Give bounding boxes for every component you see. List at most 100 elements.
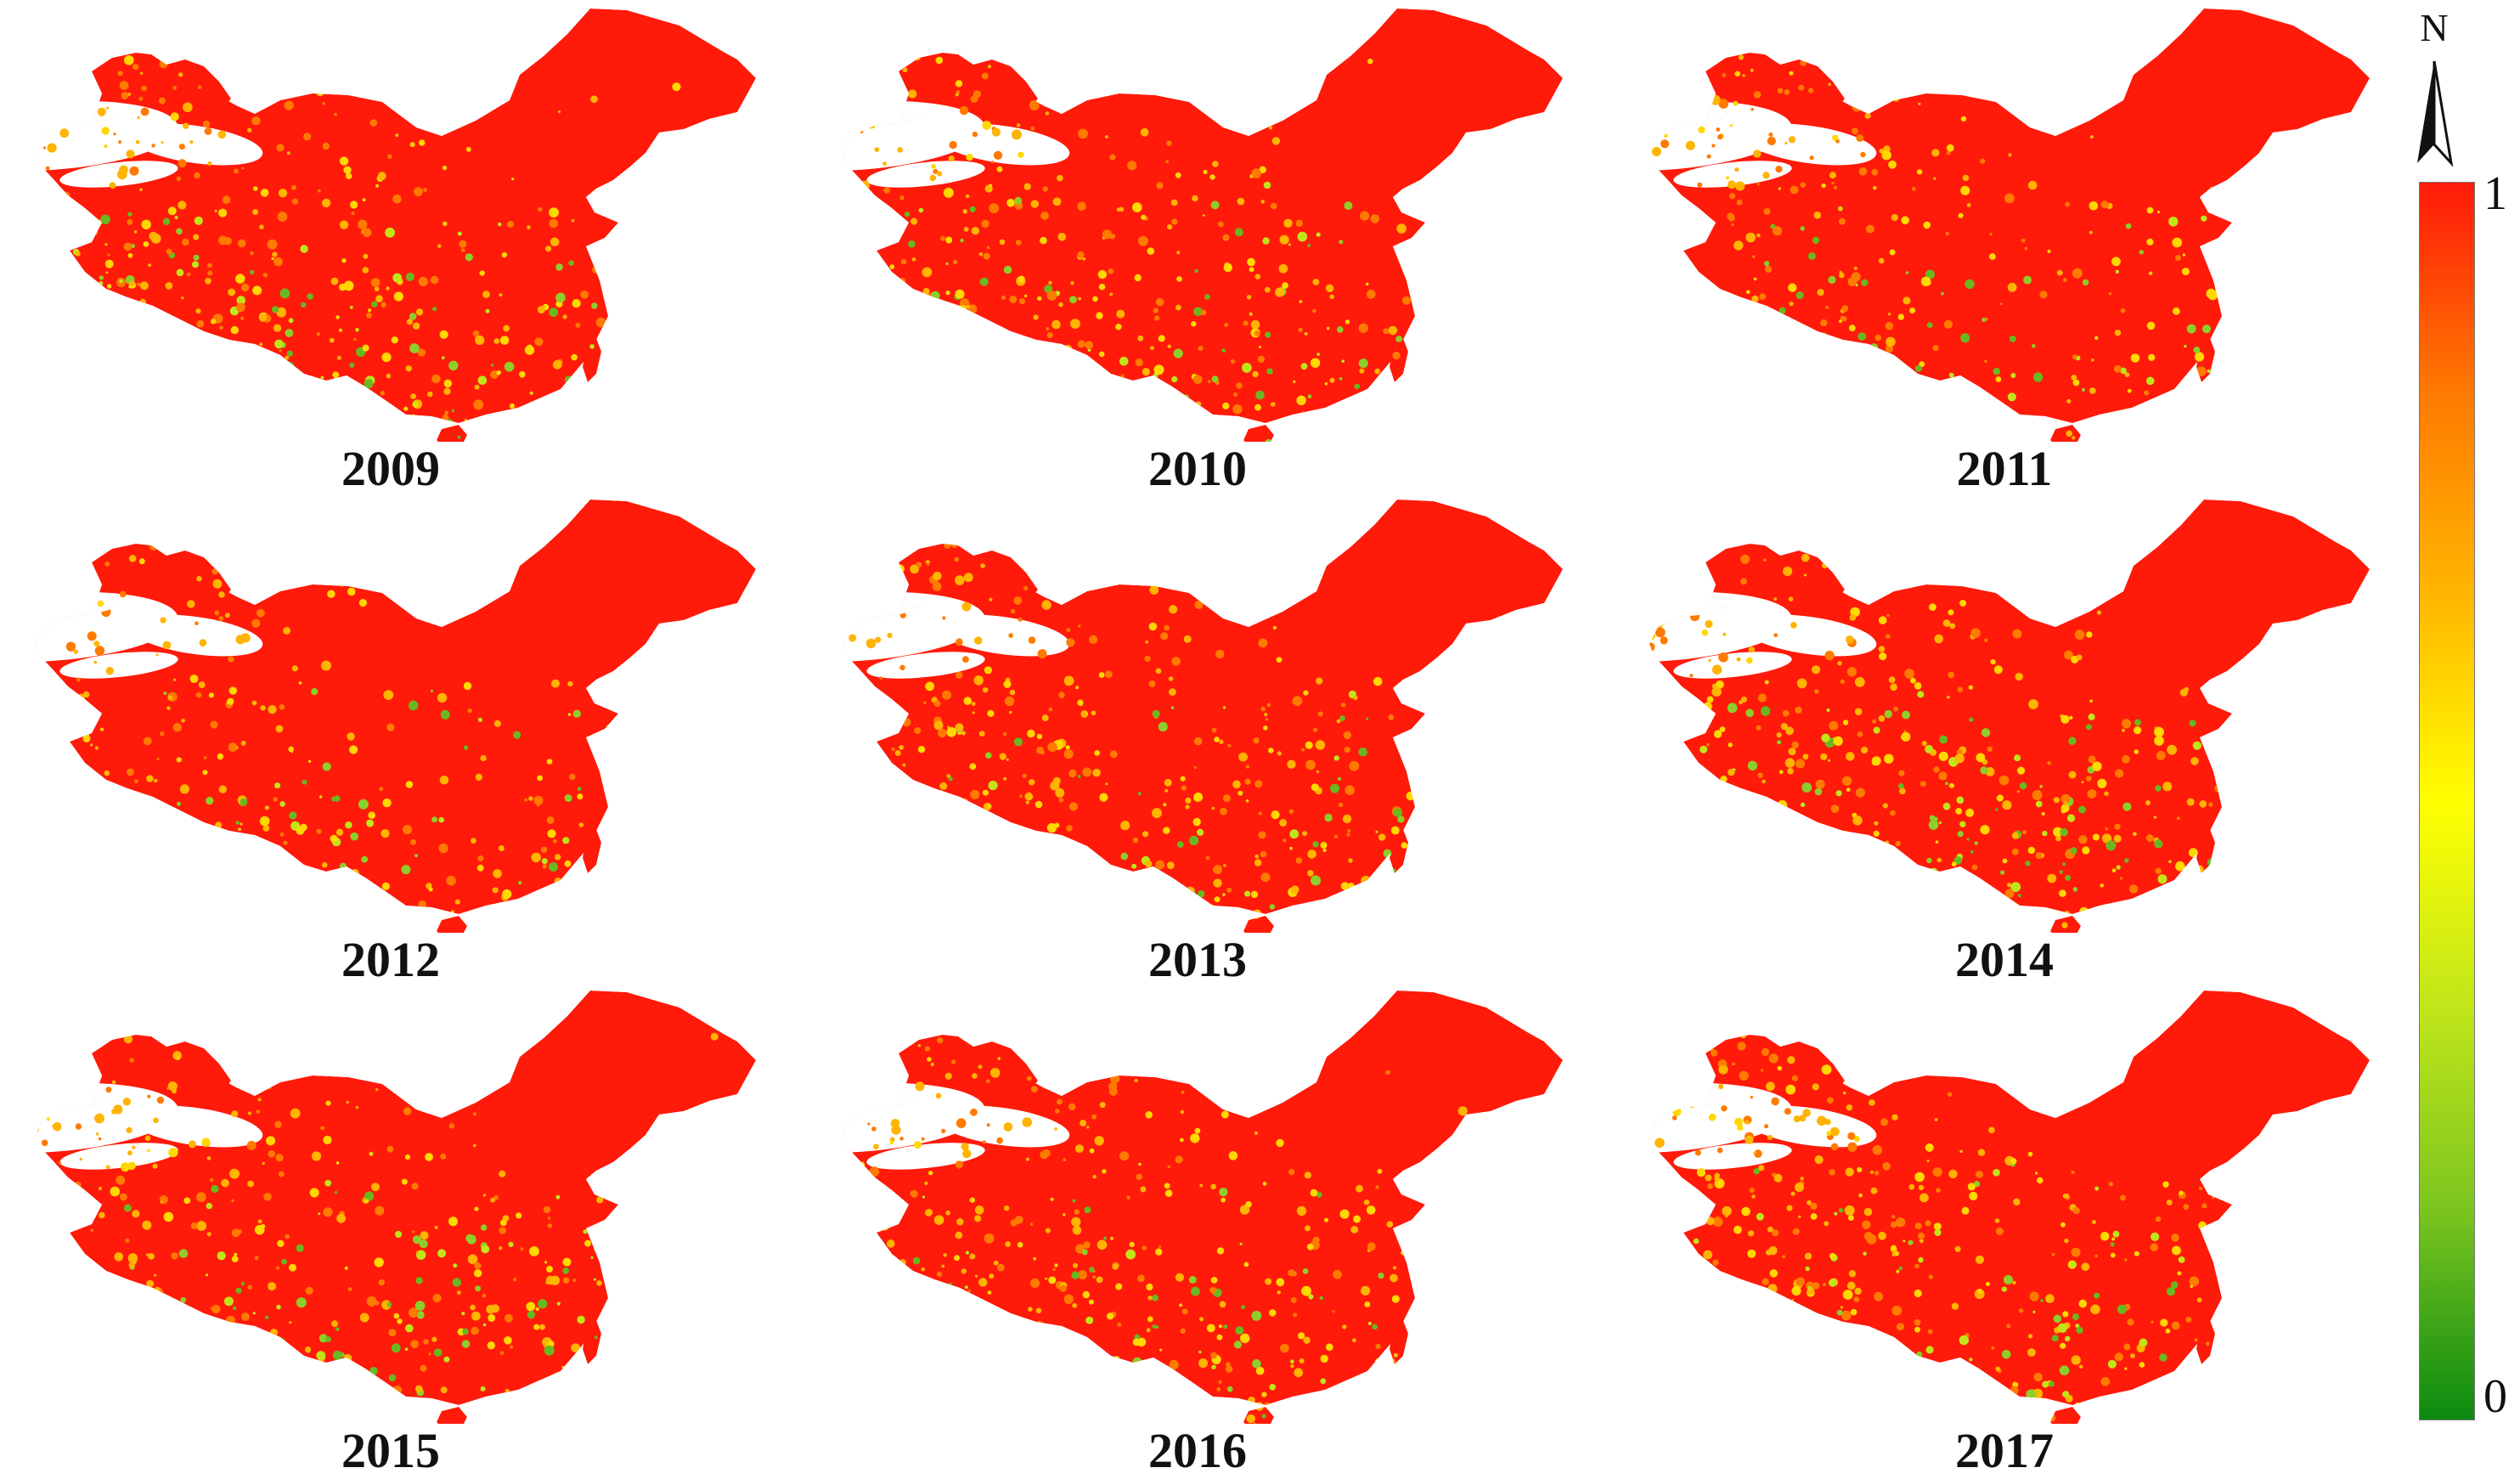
value-pixel — [285, 1233, 290, 1239]
value-pixel — [260, 370, 269, 380]
value-pixel — [57, 299, 67, 309]
value-pixel — [1376, 380, 1382, 386]
value-pixel — [271, 306, 279, 313]
value-pixel — [904, 787, 907, 790]
value-pixel — [933, 168, 939, 174]
value-pixel — [1092, 768, 1101, 777]
value-pixel — [879, 418, 889, 428]
value-pixel — [1561, 299, 1563, 308]
value-pixel — [1260, 850, 1267, 858]
value-pixel — [710, 304, 713, 308]
value-pixel — [119, 279, 123, 284]
hainan-region — [1243, 425, 1274, 442]
value-pixel — [206, 428, 217, 438]
value-pixel — [1761, 1047, 1770, 1057]
value-pixel — [646, 424, 656, 434]
value-pixel — [504, 1336, 512, 1345]
value-pixel — [1873, 726, 1880, 734]
value-pixel — [252, 209, 259, 215]
value-pixel — [2125, 223, 2132, 229]
value-pixel — [174, 216, 178, 219]
value-pixel — [1887, 313, 1891, 316]
value-pixel — [166, 248, 172, 255]
value-pixel — [298, 1412, 302, 1415]
value-pixel — [346, 1100, 349, 1104]
value-pixel — [683, 1341, 693, 1350]
value-pixel — [433, 1348, 443, 1357]
value-pixel — [128, 285, 132, 289]
value-pixel — [1037, 649, 1047, 659]
value-pixel — [955, 289, 965, 299]
value-pixel — [1827, 759, 1831, 762]
value-pixel — [1569, 317, 1575, 323]
value-pixel — [448, 90, 455, 98]
value-pixel — [472, 1112, 477, 1116]
value-pixel — [1754, 876, 1757, 880]
value-pixel — [2101, 423, 2110, 432]
value-pixel — [1938, 771, 1948, 781]
value-pixel — [2086, 631, 2093, 638]
value-pixel — [60, 1092, 70, 1101]
value-pixel — [121, 1368, 127, 1374]
value-pixel — [332, 1350, 343, 1361]
value-pixel — [891, 85, 895, 89]
value-pixel — [1917, 691, 1925, 698]
value-pixel — [264, 419, 271, 426]
value-pixel — [1026, 1075, 1032, 1081]
value-pixel — [36, 1123, 40, 1133]
value-pixel — [544, 246, 552, 252]
value-pixel — [288, 746, 295, 753]
value-pixel — [2328, 731, 2338, 742]
value-pixel — [1480, 889, 1486, 897]
value-pixel — [1710, 342, 1717, 349]
value-pixel — [1838, 206, 1841, 210]
value-pixel — [2196, 366, 2207, 376]
value-pixel — [554, 878, 562, 885]
value-pixel — [108, 810, 113, 816]
value-pixel — [1845, 891, 1853, 900]
value-pixel — [481, 1245, 490, 1254]
value-pixel — [1694, 433, 1699, 438]
value-pixel — [65, 605, 69, 609]
value-pixel — [1012, 129, 1022, 140]
value-pixel — [220, 1403, 224, 1407]
value-pixel — [293, 397, 302, 405]
value-pixel — [1766, 394, 1770, 398]
value-pixel — [1666, 767, 1675, 776]
value-pixel — [198, 427, 205, 434]
value-pixel — [1702, 1216, 1706, 1220]
value-pixel — [2331, 900, 2340, 908]
value-pixel — [1756, 725, 1762, 731]
value-pixel — [1544, 880, 1549, 885]
value-pixel — [859, 744, 864, 750]
value-pixel — [1157, 1029, 1167, 1039]
value-pixel — [981, 1411, 988, 1418]
value-pixel — [1694, 57, 1697, 61]
value-pixel — [1873, 830, 1880, 837]
value-pixel — [2141, 912, 2151, 920]
value-pixel — [1711, 686, 1722, 697]
value-pixel — [551, 679, 560, 688]
value-pixel — [96, 1337, 99, 1341]
value-pixel — [932, 349, 936, 353]
value-pixel — [1521, 1193, 1530, 1200]
value-pixel — [610, 875, 617, 883]
value-pixel — [1939, 735, 1948, 744]
value-pixel — [1762, 1278, 1769, 1286]
value-pixel — [1181, 1308, 1188, 1315]
value-pixel — [142, 1220, 152, 1230]
value-pixel — [1169, 434, 1174, 439]
value-pixel — [1803, 916, 1809, 922]
value-pixel — [2122, 719, 2132, 729]
value-pixel — [1954, 754, 1965, 764]
value-pixel — [2201, 325, 2212, 334]
value-pixel — [1048, 707, 1053, 712]
value-pixel — [1438, 777, 1446, 786]
value-pixel — [381, 353, 392, 363]
value-pixel — [1672, 302, 1678, 308]
value-pixel — [2286, 859, 2293, 867]
value-pixel — [355, 327, 359, 332]
value-pixel — [1901, 216, 1909, 225]
value-pixel — [2180, 395, 2187, 401]
value-pixel — [883, 421, 893, 429]
